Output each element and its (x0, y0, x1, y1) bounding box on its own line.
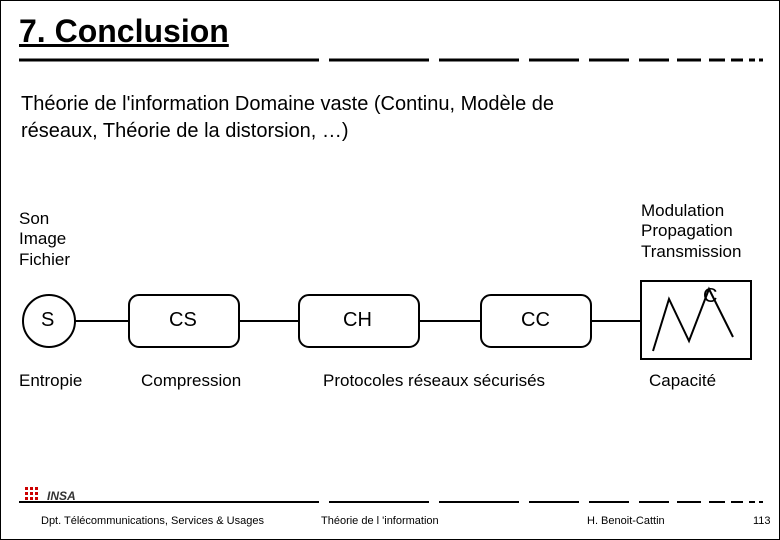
slide-title: 7. Conclusion (1, 1, 779, 54)
node-c-label: C (703, 285, 717, 308)
node-c (641, 281, 751, 359)
footer-right: H. Benoit-Cattin (587, 515, 665, 527)
footer-left: Dpt. Télécommunications, Services & Usag… (41, 515, 264, 527)
flow-diagram: Son Image Fichier Modulation Propagation… (1, 181, 780, 431)
bottom-label-compression: Compression (141, 371, 241, 391)
title-rule (19, 57, 763, 63)
intro-line2: réseaux, Théorie de la distorsion, …) (21, 120, 349, 142)
node-ch-label: CH (343, 309, 372, 332)
node-cc-label: CC (521, 309, 550, 332)
intro-text: Théorie de l'information Domaine vaste (… (21, 91, 761, 145)
intro-line1: Théorie de l'information Domaine vaste (… (21, 93, 554, 115)
node-s-label: S (41, 309, 54, 332)
footer-page: 113 (753, 515, 771, 527)
bottom-label-entropie: Entropie (19, 371, 82, 391)
footer-rule (19, 499, 763, 505)
bottom-label-protocoles: Protocoles réseaux sécurisés (323, 371, 545, 391)
footer-center: Théorie de l 'information (321, 515, 439, 527)
diagram-shapes (1, 181, 780, 431)
zigzag-icon (653, 289, 733, 351)
footer: Dpt. Télécommunications, Services & Usag… (1, 511, 780, 537)
node-cs-label: CS (169, 309, 197, 332)
bottom-label-capacite: Capacité (649, 371, 716, 391)
